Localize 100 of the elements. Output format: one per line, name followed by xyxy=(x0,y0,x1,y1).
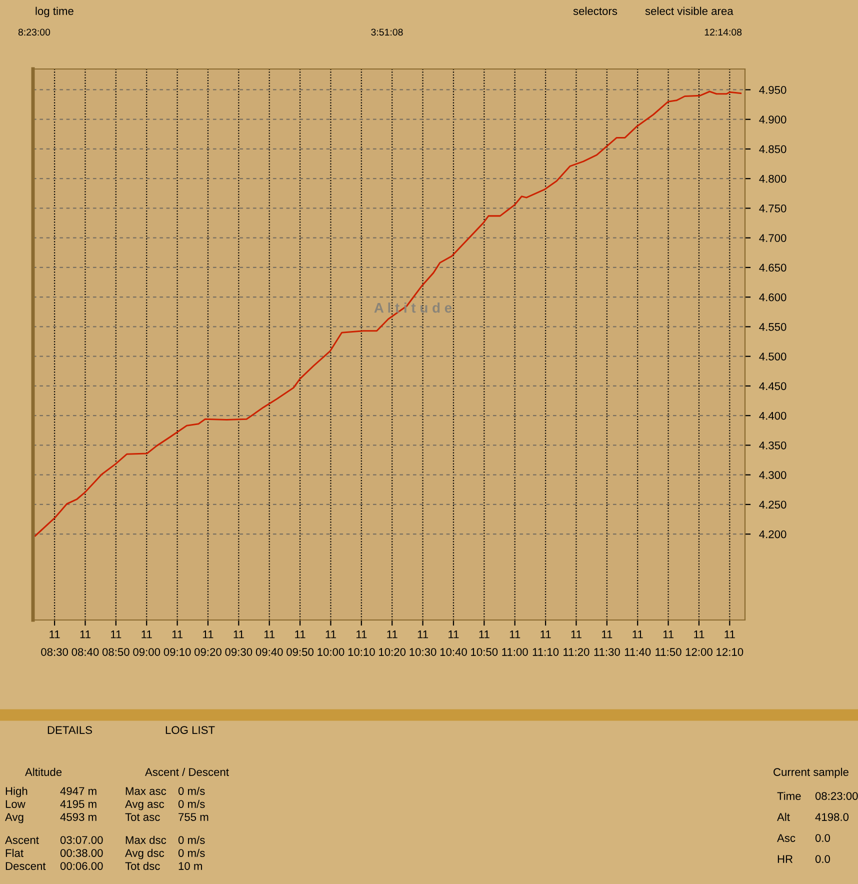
text: Ascent xyxy=(5,836,39,844)
y-tick-label: 4.850 xyxy=(759,145,786,154)
x-tick-label: 10:10 xyxy=(348,648,375,656)
text: 11 xyxy=(264,630,275,638)
x-tick-label: 09:50 xyxy=(286,648,314,656)
text: 0.0 xyxy=(815,855,830,863)
text: LOG LIST xyxy=(166,726,215,734)
text: 4195 m xyxy=(60,800,96,808)
x-tick-label: 08:30 xyxy=(41,648,68,656)
text: Asc xyxy=(777,834,796,842)
x-tick-label: 11:20 xyxy=(564,648,590,656)
x-tick-label: 10:30 xyxy=(410,648,436,656)
y-tick-label: 4.700 xyxy=(759,234,786,242)
text: 3:51:08 xyxy=(371,28,403,36)
text: 4947 m xyxy=(60,787,96,795)
x-tick-label: 08:50 xyxy=(102,648,130,656)
y-tick-label: 4.650 xyxy=(759,264,786,272)
text: HR xyxy=(778,855,793,863)
text: 11 xyxy=(540,630,551,638)
text: 11 xyxy=(663,630,674,638)
text: Avg dsc xyxy=(125,848,164,860)
x-tick-label: 09:10 xyxy=(164,648,191,656)
y-tick-label: 4.450 xyxy=(759,382,786,390)
x-tick-label: 10:50 xyxy=(471,648,498,656)
text: 11 xyxy=(387,630,398,638)
text: Avg xyxy=(5,813,24,824)
text: Low xyxy=(6,800,26,808)
text: select visible area xyxy=(645,6,734,15)
text: 00:06.00 xyxy=(60,862,103,870)
x-tick-label: 11:00 xyxy=(502,648,528,656)
text: 08:23:00 xyxy=(815,792,858,800)
text: 4593 m xyxy=(60,813,96,821)
text: 11 xyxy=(50,630,60,638)
y-tick-label: 4.750 xyxy=(759,204,786,212)
x-tick-label: 10:00 xyxy=(318,648,344,656)
text: 0 m/s xyxy=(178,800,205,808)
text: 10 m xyxy=(178,862,202,870)
text: DETAILS xyxy=(48,726,92,734)
text: 0 m/s xyxy=(178,786,205,795)
text: 0.0 xyxy=(815,834,830,842)
text: 11 xyxy=(479,630,490,638)
line-series xyxy=(34,90,742,537)
x-tick-label: 09:40 xyxy=(256,648,283,656)
x-tick-label: 10:20 xyxy=(379,648,406,656)
x-tick-label: 09:30 xyxy=(225,648,252,656)
x-tick-label: 11:10 xyxy=(532,648,559,656)
text: 11 xyxy=(110,630,122,638)
text: Descent xyxy=(6,862,46,870)
text: selectors xyxy=(573,6,618,15)
text: Current sample xyxy=(774,768,848,778)
text: 4198.0 xyxy=(815,813,849,821)
x-tick-label: 08:40 xyxy=(72,648,99,656)
text: Alt xyxy=(777,812,790,821)
x-tick-label: 09:00 xyxy=(133,648,160,656)
text: 00:38.00 xyxy=(60,849,103,857)
text: 11 xyxy=(234,630,244,638)
y-tick-label: 4.800 xyxy=(759,174,786,183)
text: 11 xyxy=(632,630,643,638)
text: 11 xyxy=(295,630,306,638)
text: Tot dsc xyxy=(125,862,160,870)
text: Max dsc xyxy=(126,836,166,844)
text: 12:14:08 xyxy=(704,28,742,36)
text: 11 xyxy=(142,630,152,638)
x-tick-label: 11:50 xyxy=(656,648,682,656)
y-tick-label: 4.350 xyxy=(759,441,786,450)
y-tick-label: 4.200 xyxy=(759,530,786,538)
x-tick-label: 12:10 xyxy=(716,648,744,656)
text: Altitude xyxy=(25,768,62,776)
text: Avg asc xyxy=(125,800,164,810)
y-tick-label: 4.600 xyxy=(759,293,786,302)
text: 11 xyxy=(602,630,612,638)
text: Flat xyxy=(6,848,24,857)
y-tick-label: 4.500 xyxy=(759,352,786,360)
text: 11 xyxy=(694,630,704,638)
y-tick-label: 4.550 xyxy=(759,322,786,331)
text: Time xyxy=(777,792,801,800)
x-tick-label: 11:40 xyxy=(624,648,651,656)
x-tick-label: 09:20 xyxy=(194,648,222,656)
text: 11 xyxy=(448,630,459,638)
y-tick-label: 4.400 xyxy=(759,412,786,420)
y-tick-label: 4.250 xyxy=(759,500,786,509)
x-tick-label: 12:00 xyxy=(686,648,712,656)
text: 755 m xyxy=(178,813,208,821)
text: log time xyxy=(36,6,74,18)
x-tick-label: 10:40 xyxy=(440,648,467,656)
text: Max asc xyxy=(126,787,166,795)
text: 0 m/s xyxy=(178,848,205,857)
text: 11 xyxy=(203,630,214,638)
text: 8:23:00 xyxy=(18,28,50,36)
y-tick-label: 4.900 xyxy=(759,116,786,124)
text: 11 xyxy=(326,630,336,638)
text: High xyxy=(6,786,28,798)
text: 11 xyxy=(80,630,90,638)
text: 03:07.00 xyxy=(60,836,103,844)
y-tick-label: 4.950 xyxy=(759,86,786,94)
text: 11 xyxy=(571,630,582,638)
text: Tot asc xyxy=(125,813,160,821)
text: 11 xyxy=(510,630,520,638)
text: 11 xyxy=(418,630,428,638)
text: 0 m/s xyxy=(178,836,205,844)
